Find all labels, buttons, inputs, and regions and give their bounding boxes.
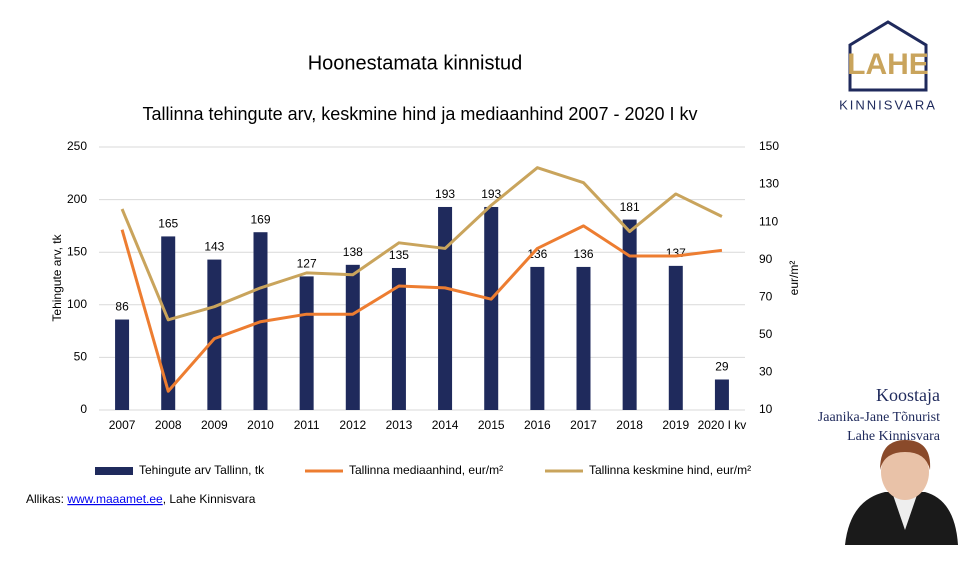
bar bbox=[622, 219, 637, 410]
data-label: 181 bbox=[620, 200, 640, 214]
logo: LAHE KINNISVARA bbox=[839, 20, 937, 112]
y2-tick-label: 110 bbox=[759, 214, 778, 228]
bar bbox=[161, 236, 176, 410]
page-title: Hoonestamata kinnistud bbox=[308, 52, 523, 74]
portrait bbox=[845, 440, 958, 545]
y2-tick-label: 130 bbox=[759, 177, 779, 191]
bar bbox=[207, 259, 222, 410]
data-label: 86 bbox=[115, 300, 129, 314]
x-tick-label: 2016 bbox=[524, 418, 551, 432]
y-tick-label: 200 bbox=[67, 192, 87, 206]
y-tick-label: 100 bbox=[67, 297, 87, 311]
x-tick-label: 2008 bbox=[155, 418, 182, 432]
line bbox=[120, 166, 723, 322]
data-label: 29 bbox=[715, 360, 729, 374]
source: Allikas: www.maaamet.ee, Lahe Kinnisvara bbox=[26, 492, 256, 506]
bar bbox=[115, 319, 130, 410]
x-tick-label: 2020 I kv bbox=[698, 418, 747, 432]
y2-tick-label: 70 bbox=[759, 289, 773, 303]
bar bbox=[391, 267, 406, 410]
y2-tick-label: 90 bbox=[759, 252, 773, 266]
x-tick-label: 2011 bbox=[294, 418, 320, 432]
x-tick-label: 2013 bbox=[386, 418, 413, 432]
data-label: 165 bbox=[158, 217, 178, 231]
legend-label: Tallinna keskmine hind, eur/m² bbox=[589, 463, 751, 477]
data-label: 143 bbox=[204, 240, 224, 254]
data-label: 127 bbox=[297, 257, 317, 271]
bar bbox=[345, 264, 360, 410]
x-tick-label: 2012 bbox=[339, 418, 366, 432]
bar bbox=[530, 266, 545, 410]
data-label: 169 bbox=[250, 212, 270, 226]
legend-label: Tehingute arv Tallinn, tk bbox=[139, 463, 265, 477]
data-label: 137 bbox=[666, 246, 686, 260]
y2-tick-label: 150 bbox=[759, 139, 779, 153]
data-label: 193 bbox=[481, 187, 501, 201]
author-label: Koostaja bbox=[876, 385, 940, 405]
author-name: Jaanika-Jane Tõnurist bbox=[818, 410, 940, 425]
bar bbox=[714, 379, 729, 410]
y2-tick-label: 30 bbox=[759, 365, 773, 379]
y2-tick-label: 10 bbox=[759, 402, 773, 416]
y-tick-label: 50 bbox=[74, 350, 88, 364]
line bbox=[120, 224, 723, 393]
data-label: 136 bbox=[527, 247, 547, 261]
x-tick-label: 2014 bbox=[432, 418, 459, 432]
legend-swatch bbox=[95, 467, 133, 475]
data-label: 136 bbox=[573, 247, 593, 261]
bar bbox=[438, 206, 453, 410]
portrait-face bbox=[881, 444, 929, 500]
logo-name: KINNISVARA bbox=[839, 97, 937, 112]
x-tick-label: 2009 bbox=[201, 418, 228, 432]
y-tick-label: 150 bbox=[67, 244, 87, 258]
data-label: 193 bbox=[435, 187, 455, 201]
source-prefix: Allikas: bbox=[26, 492, 67, 506]
x-tick-label: 2019 bbox=[662, 418, 689, 432]
chart-title: Tallinna tehingute arv, keskmine hind ja… bbox=[142, 104, 697, 124]
x-tick-label: 2017 bbox=[570, 418, 597, 432]
data-label: 135 bbox=[389, 248, 409, 262]
legend-label: Tallinna mediaanhind, eur/m² bbox=[349, 463, 503, 477]
author-company: Lahe Kinnisvara bbox=[847, 429, 941, 444]
y-axis-label: Tehingute arv, tk bbox=[50, 233, 64, 321]
x-tick-label: 2015 bbox=[478, 418, 505, 432]
x-tick-label: 2010 bbox=[247, 418, 274, 432]
portrait-hair bbox=[880, 440, 931, 470]
logo-mark: LAHE bbox=[847, 48, 929, 81]
x-tick-label: 2018 bbox=[616, 418, 643, 432]
y2-axis-label: eur/m² bbox=[787, 261, 801, 296]
data-label: 138 bbox=[343, 245, 363, 259]
y-tick-label: 250 bbox=[67, 139, 87, 153]
bar bbox=[576, 266, 591, 410]
x-tick-label: 2007 bbox=[109, 418, 136, 432]
bar bbox=[484, 206, 499, 410]
bar bbox=[299, 276, 314, 410]
y2-tick-label: 50 bbox=[759, 327, 773, 341]
y-tick-label: 0 bbox=[80, 402, 87, 416]
bar bbox=[668, 265, 683, 410]
logo-frame bbox=[848, 20, 928, 92]
source-link[interactable]: www.maaamet.ee bbox=[66, 492, 163, 506]
portrait-shirt bbox=[893, 495, 917, 530]
source-suffix: , Lahe Kinnisvara bbox=[163, 492, 256, 506]
